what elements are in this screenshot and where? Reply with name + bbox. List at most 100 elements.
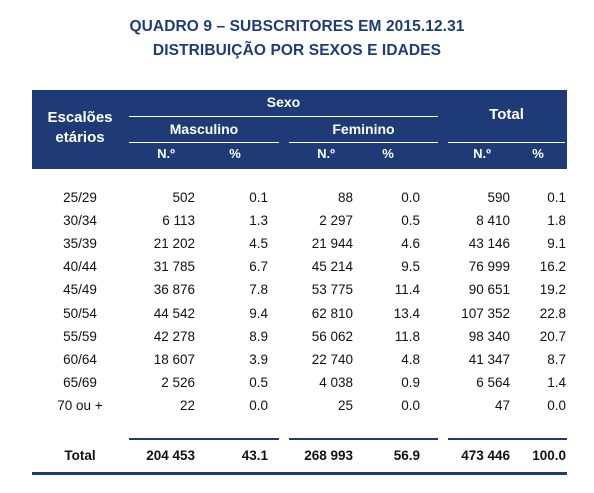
cell-t-n: 590 bbox=[487, 190, 510, 205]
cell-t-p: 20.7 bbox=[539, 328, 566, 344]
cell-m-n: 2 526 bbox=[161, 374, 195, 390]
age-group-cell: 55/59 bbox=[63, 328, 97, 344]
cell-f-p: 0.9 bbox=[401, 374, 420, 390]
cell-f-n: 268 993 bbox=[304, 448, 353, 463]
header-feminino-underline bbox=[289, 142, 438, 143]
cell-m-p: 6.7 bbox=[249, 259, 268, 275]
header-age-group-line1: Escalões bbox=[47, 109, 113, 126]
age-group-cell: 70 ou + bbox=[57, 397, 103, 413]
cell-f-n: 62 810 bbox=[311, 305, 353, 321]
cell-m-p: 7.8 bbox=[249, 282, 268, 298]
table-title: QUADRO 9 – SUBSCRITORES EM 2015.12.31 bbox=[129, 18, 465, 35]
cell-f-n: 4 038 bbox=[319, 374, 353, 390]
cell-f-p: 56.9 bbox=[393, 448, 420, 463]
cell-t-p: 8.7 bbox=[547, 351, 566, 367]
cell-t-n: 76 999 bbox=[468, 259, 510, 275]
header-total: Total bbox=[489, 106, 524, 123]
cell-m-p: 1.3 bbox=[249, 213, 268, 229]
cell-m-n: 31 785 bbox=[153, 259, 195, 275]
header-masculino-underline bbox=[129, 142, 279, 143]
age-group-cell: 35/39 bbox=[63, 236, 97, 252]
table-subtitle: DISTRIBUIÇÃO POR SEXOS E IDADES bbox=[152, 42, 442, 59]
cell-f-p: 0.5 bbox=[401, 213, 420, 229]
total-top-rule-masculino bbox=[129, 438, 279, 440]
cell-f-n: 2 297 bbox=[319, 213, 353, 229]
cell-t-p: 9.1 bbox=[547, 236, 566, 252]
cell-f-p: 9.5 bbox=[401, 259, 420, 275]
cell-t-n: 6 564 bbox=[476, 374, 510, 390]
cell-f-p: 11.4 bbox=[394, 282, 420, 298]
cell-m-p: 0.5 bbox=[249, 374, 268, 390]
cell-m-p: 8.9 bbox=[249, 328, 268, 344]
age-group-cell: 60/64 bbox=[63, 351, 97, 367]
cell-f-p: 4.6 bbox=[401, 236, 420, 252]
cell-t-n: 47 bbox=[494, 397, 510, 413]
header-total-n: N.º bbox=[473, 146, 491, 161]
cell-t-p: 100.0 bbox=[532, 448, 566, 463]
cell-f-n: 88 bbox=[337, 190, 353, 205]
cell-f-n: 22 740 bbox=[311, 351, 353, 367]
total-top-rule-total bbox=[448, 438, 567, 440]
table-header: Escalões etários Sexo Masculino Feminino… bbox=[32, 90, 567, 169]
age-group-cell: 40/44 bbox=[63, 259, 97, 275]
cell-m-n: 6 113 bbox=[162, 213, 195, 229]
cell-f-n: 25 bbox=[337, 397, 353, 413]
cell-t-p: 1.8 bbox=[547, 213, 566, 229]
header-total-pct: % bbox=[532, 146, 544, 161]
header-total-underline bbox=[448, 142, 565, 143]
cell-m-n: 21 202 bbox=[153, 236, 195, 252]
cell-f-n: 56 062 bbox=[311, 328, 353, 344]
cell-t-n: 107 352 bbox=[461, 305, 510, 321]
header-sexo-underline bbox=[129, 116, 438, 117]
cell-t-n: 90 651 bbox=[468, 282, 510, 298]
age-group-cell: 50/54 bbox=[63, 305, 97, 321]
cell-t-p: 0.0 bbox=[547, 397, 566, 413]
header-masculino-n: N.º bbox=[157, 146, 175, 161]
cell-t-n: 41 347 bbox=[468, 351, 510, 367]
table-bottom-rule bbox=[32, 472, 567, 475]
cell-t-n: 8 410 bbox=[476, 213, 510, 229]
cell-f-p: 0.0 bbox=[401, 397, 420, 413]
cell-f-n: 53 775 bbox=[311, 282, 353, 298]
age-group-cell: 30/34 bbox=[63, 213, 97, 229]
cell-m-n: 36 876 bbox=[153, 282, 195, 298]
cell-m-n: 18 607 bbox=[153, 351, 195, 367]
cell-t-p: 19.2 bbox=[539, 282, 566, 298]
cell-m-p: 3.9 bbox=[249, 351, 268, 367]
cell-m-n: 44 542 bbox=[153, 305, 195, 321]
cell-f-n: 21 944 bbox=[311, 236, 353, 252]
cell-m-p: 0.0 bbox=[249, 397, 268, 413]
cell-t-n: 43 146 bbox=[468, 236, 510, 252]
cell-t-p: 16.2 bbox=[539, 259, 566, 275]
header-feminino-n: N.º bbox=[317, 146, 335, 161]
header-feminino-pct: % bbox=[382, 146, 394, 161]
header-masculino-pct: % bbox=[229, 146, 241, 161]
cell-t-p: 1.4 bbox=[547, 374, 566, 390]
header-sexo: Sexo bbox=[266, 94, 301, 110]
age-group-cell: 45/49 bbox=[63, 282, 97, 298]
cell-m-p: 9.4 bbox=[249, 305, 268, 321]
total-top-rule-feminino bbox=[289, 438, 438, 440]
cell-m-n: 204 453 bbox=[146, 448, 195, 463]
cell-f-n: 45 214 bbox=[311, 259, 353, 275]
cell-m-n: 42 278 bbox=[153, 328, 195, 344]
cell-t-p: 0.1 bbox=[547, 190, 566, 205]
header-masculino: Masculino bbox=[169, 121, 239, 137]
cell-m-p: 0.1 bbox=[249, 190, 268, 205]
header-age-group-line2: etários bbox=[55, 129, 105, 146]
age-group-cell: Total bbox=[64, 448, 96, 463]
cell-f-p: 0.0 bbox=[401, 190, 420, 205]
age-group-cell: 65/69 bbox=[63, 374, 97, 390]
age-group-cell: 25/29 bbox=[63, 190, 97, 205]
cell-f-p: 13.4 bbox=[393, 305, 420, 321]
cell-m-n: 22 bbox=[179, 397, 195, 413]
header-feminino: Feminino bbox=[332, 121, 395, 137]
cell-m-p: 43.1 bbox=[241, 448, 268, 463]
cell-f-p: 11.8 bbox=[394, 328, 420, 344]
cell-m-p: 4.5 bbox=[249, 236, 268, 252]
cell-m-n: 502 bbox=[172, 190, 195, 205]
cell-t-n: 98 340 bbox=[468, 328, 510, 344]
cell-t-p: 22.8 bbox=[539, 305, 566, 321]
cell-f-p: 4.8 bbox=[401, 351, 420, 367]
cell-t-n: 473 446 bbox=[461, 448, 510, 463]
